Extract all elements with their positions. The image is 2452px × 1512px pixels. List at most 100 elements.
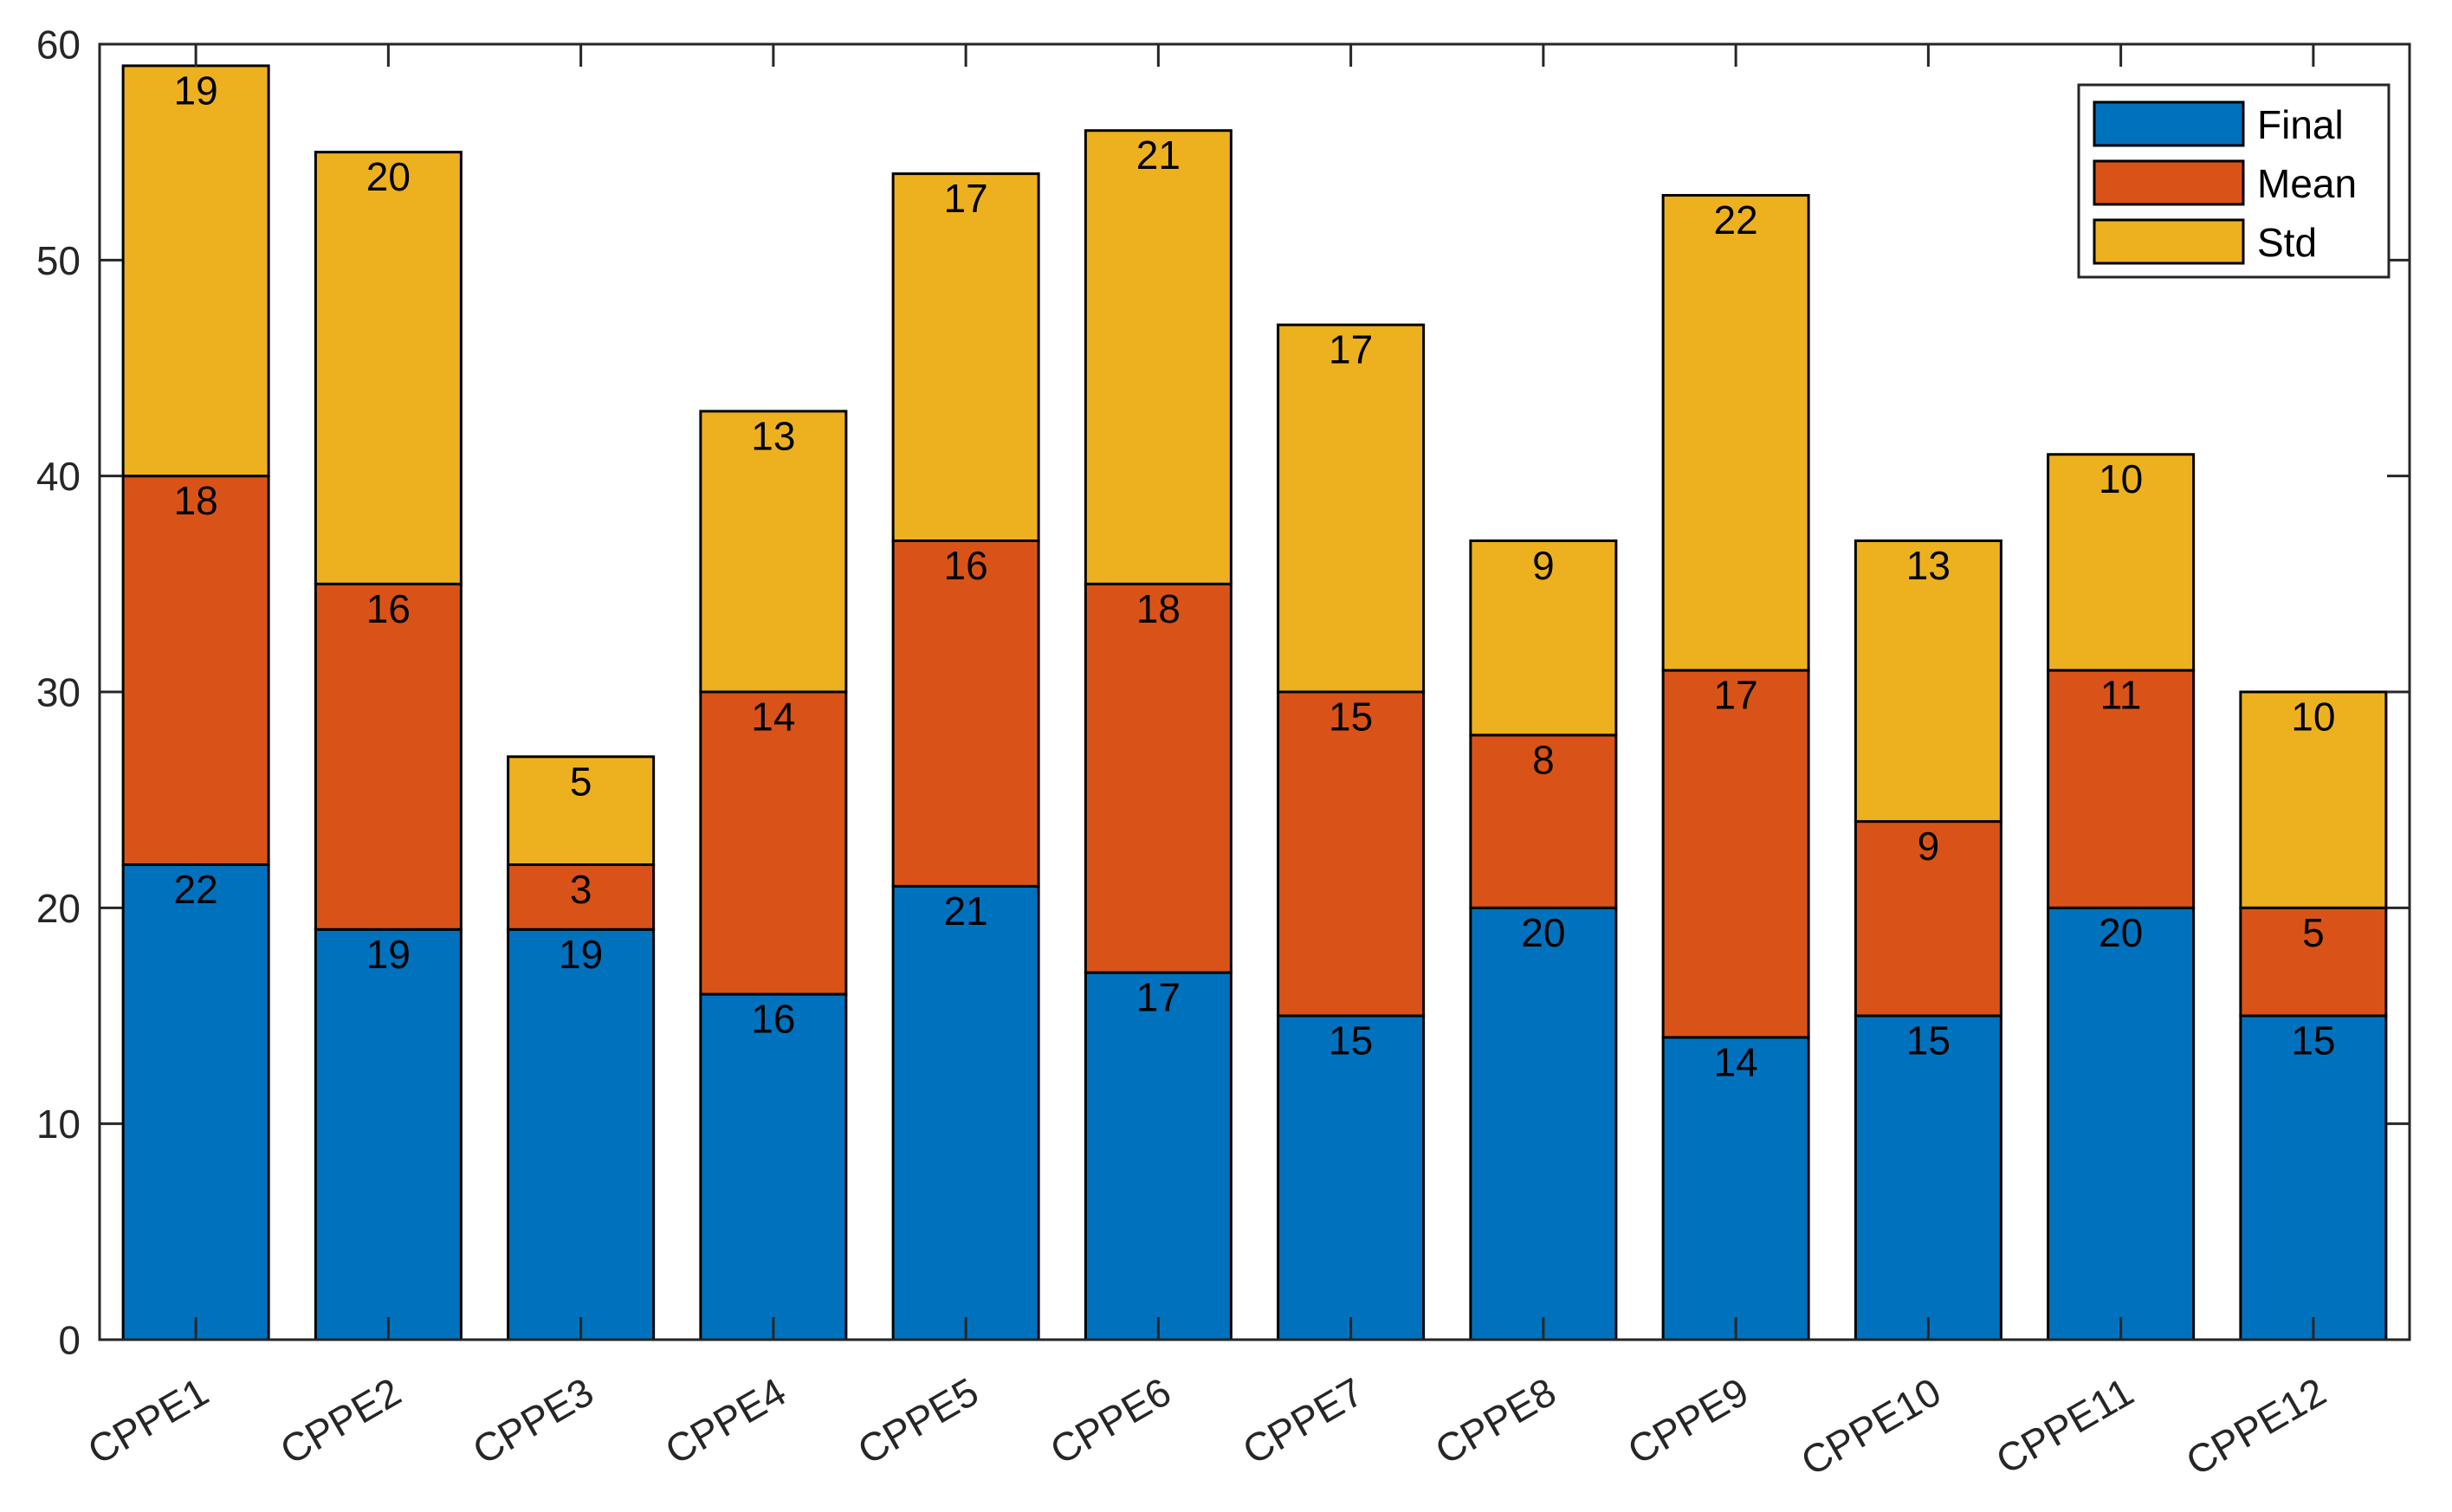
bar-mean-cppe5 [891, 539, 1040, 888]
data-label-final-cppe8: 20 [1521, 910, 1565, 955]
bar-std-cppe12 [2239, 690, 2388, 909]
data-label-mean-cppe9: 17 [1714, 673, 1758, 718]
x-tick-label-cppe6: CPPE6 [1043, 1369, 1179, 1473]
bar-std-cppe11 [2047, 453, 2196, 672]
y-tick-label-40: 40 [36, 454, 81, 499]
data-label-final-cppe10: 15 [1906, 1018, 1951, 1063]
x-tick-label-cppe2: CPPE2 [273, 1369, 409, 1473]
data-label-mean-cppe2: 16 [366, 586, 411, 631]
bar-final-cppe1 [121, 863, 270, 1341]
data-labels-layer: 22 18 19 19 16 20 19 3 5 16 14 13 21 16 17 17 18 21 15 15 17… [174, 68, 2336, 1084]
legend-swatch-std [2093, 218, 2245, 265]
y-tick-label-30: 30 [36, 670, 81, 715]
y-tick-label-60: 60 [36, 23, 81, 68]
y-tick-label-20: 20 [36, 886, 81, 931]
x-tick-label-cppe1: CPPE1 [80, 1369, 216, 1473]
bar-std-cppe7 [1277, 323, 1426, 694]
data-label-std-cppe7: 17 [1329, 327, 1373, 372]
legend-label-std: Std [2257, 220, 2317, 265]
bar-mean-cppe6 [1084, 582, 1232, 974]
data-label-final-cppe12: 15 [2291, 1018, 2335, 1063]
bar-std-cppe2 [314, 151, 463, 585]
bar-std-cppe1 [121, 64, 270, 478]
data-label-mean-cppe11: 11 [2100, 673, 2142, 718]
x-tick-label-cppe3: CPPE3 [465, 1369, 601, 1473]
y-tick-label-0: 0 [58, 1318, 81, 1363]
data-label-std-cppe4: 13 [751, 413, 795, 458]
data-label-mean-cppe10: 9 [1918, 824, 1940, 869]
bar-final-cppe12 [2239, 1014, 2388, 1341]
x-tick-label-cppe7: CPPE7 [1235, 1369, 1371, 1473]
bar-mean-cppe3 [507, 863, 656, 931]
bar-final-cppe2 [314, 927, 463, 1341]
legend-label-mean: Mean [2257, 161, 2357, 206]
data-label-mean-cppe7: 15 [1329, 695, 1373, 740]
data-label-mean-cppe6: 18 [1136, 586, 1181, 631]
x-tick-label-cppe10: CPPE10 [1794, 1369, 1949, 1484]
bar-std-cppe4 [699, 410, 848, 694]
x-tick-label-cppe5: CPPE5 [850, 1369, 986, 1473]
data-label-std-cppe6: 21 [1136, 132, 1181, 178]
bar-mean-cppe10 [1854, 820, 2002, 1018]
y-tick-label-10: 10 [36, 1102, 81, 1147]
bar-final-cppe4 [699, 992, 848, 1341]
legend-swatch-final [2093, 100, 2245, 147]
data-label-final-cppe7: 15 [1329, 1018, 1373, 1063]
data-label-std-cppe3: 5 [570, 759, 592, 804]
bar-mean-cppe11 [2047, 669, 2196, 909]
data-label-final-cppe1: 22 [174, 867, 218, 912]
data-label-final-cppe5: 21 [944, 888, 988, 934]
data-label-mean-cppe12: 5 [2302, 910, 2325, 955]
data-label-std-cppe5: 17 [944, 176, 988, 221]
bar-mean-cppe2 [314, 582, 463, 931]
data-label-mean-cppe8: 8 [1532, 737, 1555, 782]
data-label-final-cppe11: 20 [2099, 910, 2143, 955]
data-label-std-cppe1: 19 [174, 68, 218, 113]
data-label-std-cppe12: 10 [2291, 695, 2335, 740]
x-tick-label-cppe4: CPPE4 [657, 1369, 793, 1473]
bar-final-cppe10 [1854, 1014, 2002, 1341]
data-label-std-cppe10: 13 [1906, 543, 1951, 588]
bar-std-cppe3 [507, 755, 656, 866]
data-label-final-cppe9: 14 [1714, 1039, 1758, 1084]
data-label-mean-cppe3: 3 [570, 867, 592, 912]
data-label-std-cppe8: 9 [1532, 543, 1555, 588]
bar-std-cppe6 [1084, 129, 1232, 585]
x-tick-label-cppe12: CPPE12 [2178, 1369, 2333, 1484]
bar-final-cppe3 [507, 927, 656, 1341]
bar-mean-cppe1 [121, 475, 270, 866]
bar-mean-cppe8 [1469, 733, 1618, 909]
bar-std-cppe10 [1854, 539, 2002, 824]
data-label-std-cppe11: 10 [2099, 456, 2143, 501]
data-label-mean-cppe1: 18 [174, 478, 218, 523]
bar-mean-cppe7 [1277, 690, 1426, 1018]
bar-final-cppe8 [1469, 906, 1618, 1341]
data-label-mean-cppe4: 14 [751, 695, 795, 740]
y-tick-label-50: 50 [36, 238, 81, 283]
bar-mean-cppe12 [2239, 906, 2388, 1018]
legend-swatch-mean [2093, 159, 2245, 206]
data-label-std-cppe2: 20 [366, 154, 411, 199]
data-label-final-cppe6: 17 [1136, 975, 1181, 1020]
data-label-final-cppe2: 19 [366, 932, 411, 977]
bar-std-cppe5 [891, 172, 1040, 542]
bar-final-cppe7 [1277, 1014, 1426, 1341]
legend-label-final: Final [2257, 102, 2344, 147]
x-tick-label-cppe8: CPPE8 [1427, 1369, 1563, 1473]
legend: Final Mean Std [2077, 83, 2391, 279]
data-label-mean-cppe5: 16 [944, 543, 988, 588]
data-label-final-cppe4: 16 [751, 997, 795, 1042]
bar-mean-cppe9 [1661, 669, 1810, 1039]
bar-final-cppe11 [2047, 906, 2196, 1341]
bar-std-cppe8 [1469, 539, 1618, 737]
bars-layer [121, 64, 2388, 1341]
bar-final-cppe5 [891, 884, 1040, 1341]
bar-std-cppe9 [1661, 194, 1810, 672]
x-tick-label-cppe9: CPPE9 [1620, 1369, 1756, 1473]
bar-final-cppe6 [1084, 971, 1232, 1341]
data-label-final-cppe3: 19 [559, 932, 603, 977]
x-tick-label-cppe11: CPPE11 [1989, 1369, 2141, 1483]
data-label-std-cppe9: 22 [1714, 197, 1758, 242]
